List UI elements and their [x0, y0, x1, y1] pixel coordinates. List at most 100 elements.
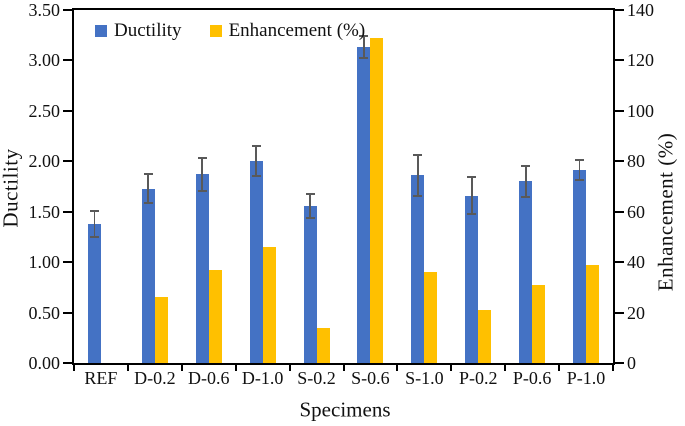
x-axis-tick — [180, 365, 183, 371]
left-axis-tick — [63, 311, 72, 314]
left-tick-label: 3.00 — [28, 50, 61, 71]
right-tick-label: 0 — [627, 353, 636, 373]
x-axis-tick — [288, 365, 291, 371]
enhancement-bar — [478, 310, 492, 363]
right-tick-label: 140 — [627, 0, 654, 20]
left-axis-tick — [63, 362, 72, 364]
x-axis-tick — [558, 365, 561, 371]
x-axis-title: Specimens — [299, 397, 391, 422]
right-axis-tick — [615, 160, 624, 163]
left-axis-tick — [63, 9, 72, 11]
error-bar-line — [255, 145, 258, 178]
right-axis-tick — [615, 362, 624, 364]
error-bar-line — [93, 209, 96, 238]
legend-item-ductility: Ductility — [95, 20, 182, 42]
right-tick-label: 120 — [627, 50, 654, 71]
x-tick-label: D-1.0 — [241, 368, 284, 388]
enhancement-bar — [370, 37, 384, 363]
x-axis-tick — [396, 365, 399, 371]
x-tick-label: S-0.2 — [297, 368, 336, 388]
ductility-bar — [303, 205, 317, 363]
error-bar-line — [309, 192, 311, 219]
enhancement-bar — [424, 272, 438, 363]
error-bar — [89, 209, 99, 238]
x-axis-tick — [450, 365, 453, 371]
error-bar — [143, 173, 153, 204]
x-axis-tick — [342, 365, 345, 371]
ductility-bar — [519, 181, 533, 363]
right-axis-tick — [615, 9, 624, 11]
ductility-bar — [141, 188, 155, 363]
left-tick-label: 1.00 — [28, 252, 61, 273]
x-tick-label: P-1.0 — [566, 368, 606, 388]
left-axis-tick — [63, 160, 72, 163]
enhancement-bar — [316, 327, 330, 363]
right-axis-tick — [615, 210, 624, 213]
right-tick-label: 20 — [627, 302, 645, 323]
left-tick-label: 1.50 — [28, 201, 61, 222]
right-axis-title: Enhancement (%) — [653, 132, 678, 292]
x-tick-label: D-0.2 — [134, 368, 176, 388]
right-axis-tick — [615, 261, 624, 264]
error-bar-line — [201, 157, 204, 192]
legend-item-enhancement: Enhancement (%) — [209, 20, 366, 42]
error-bar — [413, 154, 423, 197]
x-tick-label: D-0.6 — [188, 368, 230, 388]
error-bar-line — [416, 154, 419, 197]
error-bar — [521, 165, 531, 198]
x-tick-label: S-1.0 — [405, 368, 444, 388]
x-axis-tick — [612, 365, 614, 371]
x-tick-label: REF — [84, 368, 118, 388]
plot-area: Ductility Enhancement (%) — [72, 8, 615, 365]
legend-label-enhancement: Enhancement (%) — [228, 20, 366, 41]
ductility-bar — [465, 195, 479, 363]
legend-swatch-enhancement — [209, 25, 222, 37]
x-axis-tick — [504, 365, 507, 371]
error-bar — [305, 192, 315, 219]
error-bar — [467, 176, 477, 215]
left-axis-tick — [63, 109, 72, 112]
ductility-bar — [573, 170, 587, 363]
left-tick-label: 2.50 — [28, 100, 61, 121]
error-bar-line — [470, 176, 473, 215]
right-axis-tick — [615, 109, 624, 112]
left-tick-label: 3.50 — [28, 0, 61, 20]
right-tick-label: 100 — [627, 100, 654, 121]
right-tick-label: 40 — [627, 252, 645, 273]
enhancement-bar — [208, 269, 222, 363]
ductility-bar — [87, 223, 101, 363]
legend-swatch-ductility — [95, 25, 107, 37]
left-axis-tick — [63, 210, 72, 213]
left-axis-tick — [63, 261, 72, 264]
error-bar-line — [147, 173, 150, 204]
left-axis-tick — [63, 59, 72, 62]
x-axis-tick — [234, 365, 237, 371]
error-bar-line — [578, 159, 581, 182]
left-tick-label: 2.00 — [28, 151, 61, 172]
enhancement-bar — [586, 264, 600, 363]
ductility-bar — [195, 174, 209, 363]
right-axis-tick — [615, 59, 624, 62]
ductility-bar — [357, 47, 371, 363]
left-tick-label: 0.00 — [28, 353, 61, 373]
right-tick-label: 80 — [627, 151, 645, 172]
legend-label-ductility: Ductility — [114, 20, 182, 41]
x-tick-label: P-0.2 — [458, 368, 498, 388]
error-bar — [251, 145, 261, 178]
error-bar — [197, 157, 207, 192]
error-bar-line — [363, 35, 365, 60]
x-tick-label: P-0.6 — [512, 368, 552, 388]
error-bar-line — [524, 165, 527, 198]
bars-layer — [74, 10, 613, 363]
enhancement-bar — [262, 247, 276, 363]
enhancement-bar — [532, 284, 546, 363]
error-bar — [575, 159, 585, 182]
x-axis-tick — [126, 365, 129, 371]
legend: Ductility Enhancement (%) — [95, 20, 365, 42]
right-tick-label: 60 — [627, 201, 645, 222]
error-bar — [359, 35, 369, 60]
x-axis-tick — [73, 365, 75, 371]
enhancement-bar — [154, 297, 168, 363]
ductility-bar — [411, 175, 425, 363]
